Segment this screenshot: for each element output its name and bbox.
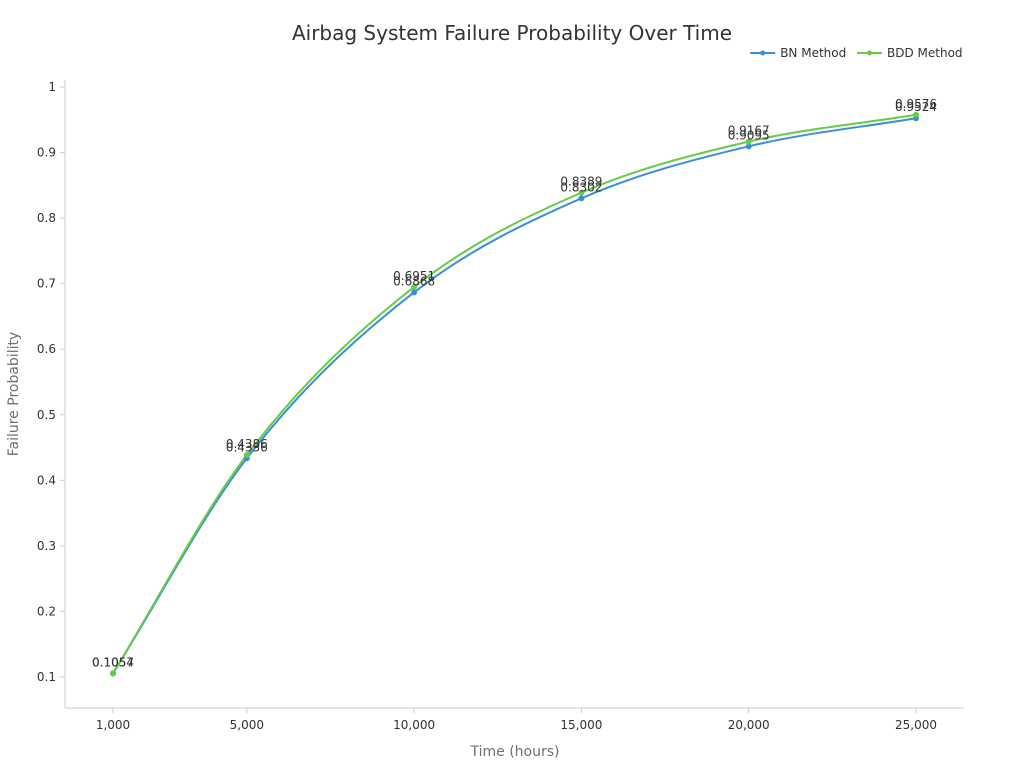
data-label-bn-method: 0.9524: [895, 100, 937, 114]
y-tick-label: 0.9: [37, 146, 56, 160]
legend[interactable]: BN Method BDD Method: [750, 46, 963, 60]
data-point-bdd-method[interactable]: [110, 670, 116, 677]
series-line-bn-method: [112, 117, 917, 674]
data-point-bdd-method[interactable]: [411, 283, 418, 290]
data-point-bdd-method[interactable]: [243, 452, 250, 459]
data-label-bn-method: 0.9095: [728, 128, 770, 142]
x-tick-label: 20,000: [728, 718, 770, 732]
x-axis-label: Time (hours): [470, 744, 560, 760]
series-lines: [112, 113, 917, 674]
legend-item-bdd-method[interactable]: BDD Method: [857, 46, 963, 60]
data-point-bn-method[interactable]: [411, 289, 418, 296]
x-tick-label: 15,000: [560, 718, 602, 732]
y-tick-label: 0.1: [37, 670, 56, 684]
data-label-bn-method: 0.6868: [393, 274, 435, 288]
y-tick-label: 0.8: [37, 211, 56, 225]
data-point-bdd-method[interactable]: [745, 138, 752, 145]
y-tick-label: 0.7: [37, 277, 56, 291]
data-point-bdd-method[interactable]: [578, 189, 585, 196]
data-point-bn-method[interactable]: [578, 195, 585, 202]
data-labels: 0.1054 0.4336 0.6868 0.8302 0.9095 0.9524 0.10…: [92, 97, 937, 670]
y-tick-label: 1: [48, 80, 56, 94]
y-tick-label: 0.3: [37, 539, 56, 553]
chart-title: Airbag System Failure Probability Over T…: [292, 21, 732, 45]
legend-label: BN Method: [780, 46, 846, 60]
x-tick-label: 25,000: [895, 718, 937, 732]
y-axis-label: Failure Probability: [6, 332, 22, 457]
data-label-bn-method: 0.4336: [226, 440, 268, 454]
data-label-bdd-method: 0.1057: [92, 655, 134, 669]
data-label-bdd-method: 0.9167: [728, 124, 770, 138]
y-tick-label: 0.2: [37, 604, 56, 618]
x-tick-label: 5,000: [230, 718, 264, 732]
legend-item-bn-method[interactable]: BN Method: [750, 46, 846, 60]
data-label-bdd-method: 0.6951: [393, 269, 435, 283]
x-tick-label: 10,000: [393, 718, 435, 732]
x-tick-label: 1,000: [96, 718, 130, 732]
y-tick-label: 0.6: [37, 342, 56, 356]
legend-label: BDD Method: [887, 46, 963, 60]
data-label-bdd-method: 0.9576: [895, 97, 937, 111]
legend-swatch-marker: [760, 50, 766, 56]
data-point-bdd-method[interactable]: [913, 111, 919, 118]
series-points: [110, 111, 919, 677]
data-label-bn-method: 0.1054: [92, 655, 134, 669]
series-line-bdd-method: [112, 113, 917, 674]
y-tick-label: 0.4: [37, 473, 56, 487]
y-ticks: 0.1 0.2 0.3 0.4 0.5 0.6 0.7 0.8 0.9 1: [37, 80, 65, 684]
x-ticks: 1,000 5,000 10,000 15,000 20,000 25,000: [96, 708, 937, 732]
data-label-bdd-method: 0.4386: [226, 437, 268, 451]
data-label-bdd-method: 0.8389: [560, 175, 602, 189]
data-label-bn-method: 0.8302: [560, 180, 602, 194]
y-tick-label: 0.5: [37, 408, 56, 422]
legend-swatch-marker: [867, 50, 872, 56]
axes: [64, 80, 964, 709]
